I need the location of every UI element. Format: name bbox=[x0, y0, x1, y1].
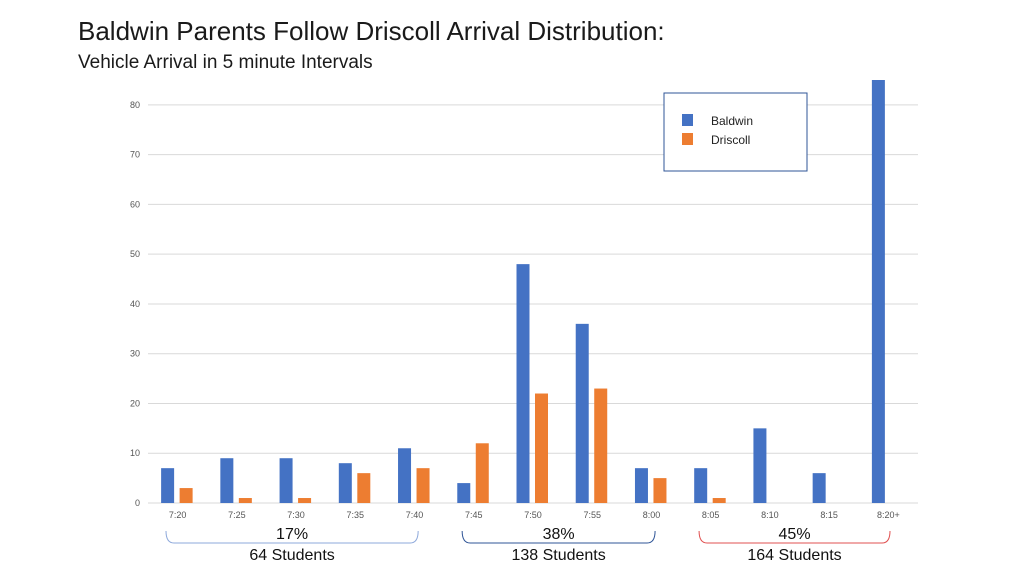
bar-driscoll-7:40 bbox=[416, 468, 430, 503]
y-tick-label: 20 bbox=[130, 398, 140, 408]
group-percent: 17% bbox=[276, 526, 308, 543]
bar-baldwin-8:05 bbox=[694, 468, 708, 503]
legend-swatch-baldwin bbox=[682, 114, 693, 126]
x-tick-label: 7:45 bbox=[465, 510, 483, 520]
x-tick-label: 8:00 bbox=[643, 510, 661, 520]
y-tick-label: 30 bbox=[130, 349, 140, 359]
legend-label-driscoll: Driscoll bbox=[711, 133, 750, 147]
y-tick-label: 0 bbox=[135, 498, 140, 508]
bar-baldwin-7:20 bbox=[161, 468, 175, 503]
y-tick-label: 80 bbox=[130, 100, 140, 110]
group-students: 64 Students bbox=[249, 547, 334, 564]
bar-baldwin-8:00 bbox=[634, 468, 648, 503]
legend: Baldwin Driscoll bbox=[663, 92, 808, 172]
bars bbox=[161, 80, 885, 503]
group-bracket bbox=[698, 530, 891, 544]
bar-driscoll-7:45 bbox=[475, 443, 489, 503]
group-percent: 45% bbox=[779, 526, 811, 543]
bar-driscoll-7:30 bbox=[298, 498, 312, 503]
group-bracket bbox=[165, 530, 419, 544]
x-tick-label: 8:20+ bbox=[877, 510, 900, 520]
bar-baldwin-7:30 bbox=[279, 458, 293, 503]
y-tick-label: 70 bbox=[130, 150, 140, 160]
bar-baldwin-8:15 bbox=[812, 473, 826, 503]
bar-baldwin-7:50 bbox=[516, 264, 530, 503]
bar-baldwin-7:35 bbox=[338, 463, 352, 503]
x-tick-label: 7:50 bbox=[524, 510, 542, 520]
bar-driscoll-7:55 bbox=[594, 388, 608, 503]
x-axis-ticks: 7:20 7:25 7:30 7:35 7:40 7:45 7:50 7:55 8:00 8:05… bbox=[169, 510, 900, 520]
chart-subtitle: Vehicle Arrival in 5 minute Intervals bbox=[78, 52, 373, 73]
x-tick-label: 7:35 bbox=[347, 510, 365, 520]
bar-driscoll-8:00 bbox=[653, 478, 667, 503]
x-tick-label: 8:15 bbox=[820, 510, 838, 520]
interval-groups: 17% 64 Students 38% 138 Students 45% 164 Stud… bbox=[165, 526, 891, 564]
bar-driscoll-7:35 bbox=[357, 473, 371, 503]
x-tick-label: 7:40 bbox=[406, 510, 424, 520]
x-tick-label: 8:05 bbox=[702, 510, 720, 520]
x-tick-label: 7:20 bbox=[169, 510, 187, 520]
bar-driscoll-7:25 bbox=[238, 498, 252, 503]
x-tick-label: 7:25 bbox=[228, 510, 246, 520]
y-tick-label: 40 bbox=[130, 299, 140, 309]
group-students: 138 Students bbox=[511, 547, 605, 564]
x-tick-label: 7:30 bbox=[287, 510, 305, 520]
bar-driscoll-8:05 bbox=[712, 498, 726, 503]
bar-baldwin-7:55 bbox=[575, 323, 589, 503]
group-students: 164 Students bbox=[747, 547, 841, 564]
x-tick-label: 8:10 bbox=[761, 510, 779, 520]
group-bracket bbox=[461, 530, 656, 544]
bar-baldwin-7:40 bbox=[398, 448, 412, 503]
y-tick-label: 10 bbox=[130, 448, 140, 458]
bar-driscoll-7:20 bbox=[179, 488, 193, 503]
x-tick-label: 7:55 bbox=[583, 510, 601, 520]
legend-box bbox=[663, 92, 808, 172]
y-axis-ticks: 0 10 20 30 40 50 60 70 80 bbox=[130, 100, 140, 508]
chart-title: Baldwin Parents Follow Driscoll Arrival … bbox=[78, 16, 665, 46]
bar-baldwin-8:20+ bbox=[871, 80, 885, 503]
y-tick-label: 60 bbox=[130, 199, 140, 209]
bar-baldwin-8:10 bbox=[753, 428, 767, 503]
bar-baldwin-7:45 bbox=[457, 483, 471, 503]
legend-swatch-driscoll bbox=[682, 133, 693, 145]
legend-label-baldwin: Baldwin bbox=[711, 114, 753, 128]
group-percent: 38% bbox=[543, 526, 575, 543]
bar-baldwin-7:25 bbox=[220, 458, 234, 503]
y-tick-label: 50 bbox=[130, 249, 140, 259]
bar-driscoll-7:50 bbox=[535, 393, 548, 503]
